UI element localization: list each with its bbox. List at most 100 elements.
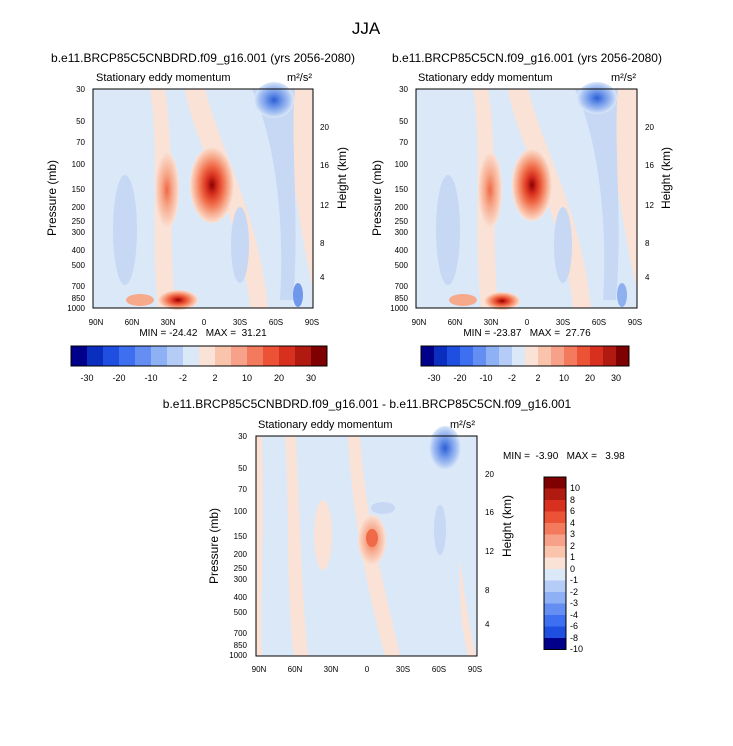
panel-1-x-ticks: 90N 60N 30N 0 30S 60S 90S [89,318,319,327]
colorbar-label: -10 [570,644,583,654]
panel-2-title: b.e11.BRCP85C5CN.f09_g16.001 (yrs 2056-2… [392,51,662,65]
tick-label: 50 [76,117,85,126]
tick-label: 150 [395,185,409,194]
tick-label: 0 [202,318,207,327]
tick-label: 100 [72,160,86,169]
tick-label: 150 [72,185,86,194]
tick-label: 90S [628,318,642,327]
tick-label: 4 [320,273,325,282]
tick-label: 300 [234,575,248,584]
tick-label: 12 [485,547,494,556]
tick-label: 700 [395,282,409,291]
tick-label: 4 [485,620,490,629]
colorbar-label: 30 [611,373,621,383]
panel-3-y-right-label: Height (km) [500,495,514,557]
panel-1-y-right-label: Height (km) [335,147,349,209]
colorbar-label: 3 [570,529,575,539]
tick-label: 200 [234,550,248,559]
figure-title: JJA [352,19,381,38]
tick-label: 8 [645,239,650,248]
colorbar-label: 10 [570,483,580,493]
tick-label: 850 [395,294,409,303]
tick-label: 70 [399,138,408,147]
tick-label: 250 [234,564,248,573]
tick-label: 400 [234,593,248,602]
panel-1-subtitle: Stationary eddy momentum [96,72,231,84]
tick-label: 60N [288,665,303,674]
tick-label: 30 [399,85,408,94]
panel-3-colorbar: 10 8 6 4 3 2 1 0 -1 -2 -3 -4 -6 -8 -10 [543,476,583,654]
tick-label: 1000 [229,651,247,660]
tick-label: 60S [592,318,606,327]
colorbar-label: 8 [570,495,575,505]
tick-label: 90S [305,318,319,327]
tick-label: 90N [412,318,427,327]
tick-label: 30S [556,318,570,327]
panel-3-subtitle: Stationary eddy momentum [258,419,393,431]
panel-3: b.e11.BRCP85C5CNBDRD.f09_g16.001 - b.e11… [163,397,625,674]
tick-label: 30N [484,318,499,327]
panel-3-units: m²/s² [450,419,475,431]
tick-label: 8 [485,586,490,595]
tick-label: 100 [234,507,248,516]
panel-3-x-ticks: 90N 60N 30N 0 30S 60S 90S [252,665,482,674]
colorbar-label: -2 [570,587,578,597]
tick-label: 200 [72,203,86,212]
tick-label: 16 [485,508,494,517]
tick-label: 30S [396,665,410,674]
colorbar-label: -10 [479,373,492,383]
tick-label: 250 [72,217,86,226]
tick-label: 700 [234,629,248,638]
tick-label: 50 [399,117,408,126]
panel-2-subtitle: Stationary eddy momentum [418,72,553,84]
colorbar-label: 2 [535,373,540,383]
tick-label: 300 [72,228,86,237]
tick-label: 16 [645,161,654,170]
colorbar-label: 30 [306,373,316,383]
colorbar-label: -6 [570,621,578,631]
panel-2-field [415,82,638,310]
colorbar-label: 2 [570,541,575,551]
panel-1-y-left-label: Pressure (mb) [45,160,59,236]
panel-2-colorbar: -30 -20 -10 -2 2 10 20 30 [420,345,630,383]
colorbar-label: -2 [179,373,187,383]
tick-label: 70 [76,138,85,147]
panel-3-y-left-label: Pressure (mb) [207,508,221,584]
colorbar-label: 20 [585,373,595,383]
panel-1-field [92,82,314,310]
tick-label: 400 [395,246,409,255]
tick-label: 60N [125,318,140,327]
colorbar-label: -30 [427,373,440,383]
tick-label: 30S [233,318,247,327]
tick-label: 90N [89,318,104,327]
panel-2-min-max: MIN = -23.87 MAX = 27.76 [463,328,591,339]
tick-label: 12 [645,201,654,210]
tick-label: 70 [238,485,247,494]
panel-2: b.e11.BRCP85C5CN.f09_g16.001 (yrs 2056-2… [370,51,673,383]
tick-label: 60N [448,318,463,327]
tick-label: 250 [395,217,409,226]
tick-label: 20 [485,470,494,479]
panel-3-y-right-ticks: 20 16 12 8 4 [485,470,494,629]
panel-2-y-right-ticks: 20 16 12 8 4 [645,123,654,282]
tick-label: 20 [320,123,329,132]
colorbar-label: 20 [274,373,284,383]
tick-label: 1000 [390,304,408,313]
tick-label: 200 [395,203,409,212]
tick-label: 500 [234,608,248,617]
tick-label: 30N [324,665,339,674]
tick-label: 20 [645,123,654,132]
panel-1-units: m²/s² [287,72,312,84]
panel-3-min-max: MIN = -3.90 MAX = 3.98 [503,451,625,462]
tick-label: 0 [365,665,370,674]
tick-label: 30N [161,318,176,327]
tick-label: 50 [238,464,247,473]
tick-label: 500 [72,261,86,270]
panel-1-y-right-ticks: 20 16 12 8 4 [320,123,329,282]
tick-label: 30 [238,432,247,441]
tick-label: 0 [525,318,530,327]
colorbar-label: -8 [570,633,578,643]
tick-label: 12 [320,201,329,210]
tick-label: 90S [468,665,482,674]
colorbar-label: -20 [112,373,125,383]
